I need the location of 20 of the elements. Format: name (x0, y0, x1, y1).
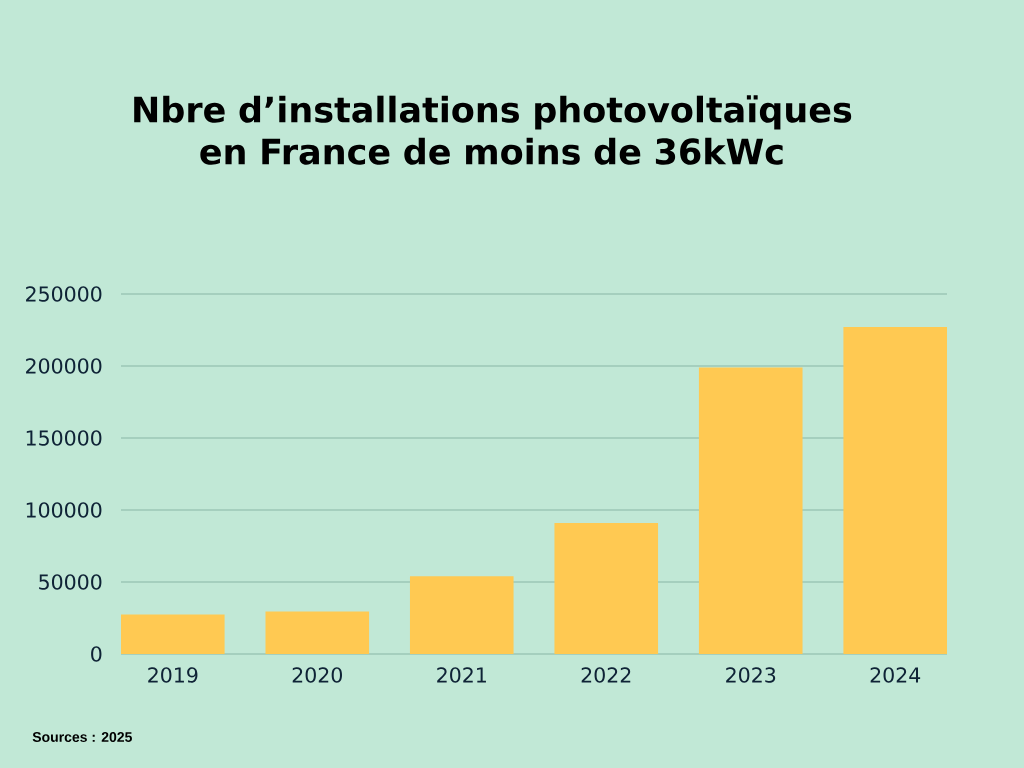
y-tick-label: 250000 (26, 286, 102, 302)
y-tick-label: 50000 (39, 574, 102, 590)
y-tick-label: 150000 (26, 430, 102, 446)
y-tick-label: 200000 (26, 358, 102, 374)
source-note: Sources : 2025 (32, 732, 132, 742)
y-tick-label: 0 (91, 646, 102, 662)
x-tick-label: 2022 (581, 667, 631, 683)
bar (843, 327, 948, 654)
x-tick-label: 2024 (870, 667, 921, 683)
x-tick-label: 2023 (726, 667, 776, 683)
x-tick-label: 2020 (292, 667, 342, 683)
bar (409, 576, 514, 654)
x-tick-label: 2019 (148, 667, 198, 683)
bar (121, 614, 225, 654)
y-tick-label: 100000 (26, 502, 102, 518)
chart-title: Nbre d’installations photovoltaïques en France de moins de 36kWc (134, 95, 852, 165)
bar (265, 611, 370, 654)
bar (698, 367, 803, 654)
x-tick-label: 2021 (437, 667, 486, 683)
bar (554, 522, 659, 654)
